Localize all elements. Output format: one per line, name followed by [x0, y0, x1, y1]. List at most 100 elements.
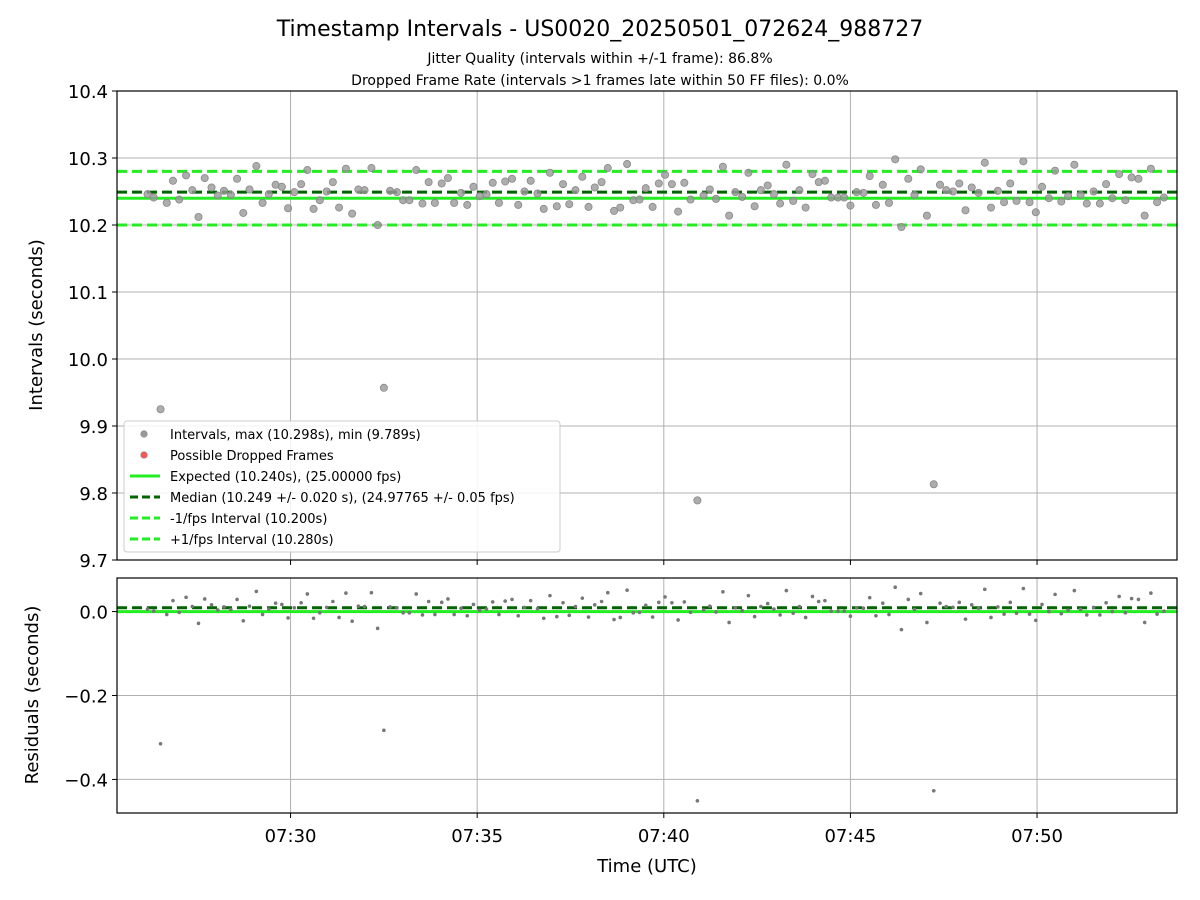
bottom-y-axis-label: Residuals (seconds): [22, 606, 43, 785]
residual-point: [695, 799, 700, 803]
interval-point: [942, 186, 951, 195]
residual-point: [586, 615, 591, 619]
residual-point: [344, 591, 348, 595]
interval-point: [559, 180, 568, 189]
residual-point: [1162, 609, 1166, 613]
residual-point: [311, 616, 316, 621]
x-tick-label: 07:50: [1011, 826, 1063, 847]
interval-point: [731, 188, 740, 197]
legend-label: -1/fps Interval (10.200s): [170, 512, 327, 527]
residual-point: [299, 600, 303, 605]
residual-point: [369, 590, 374, 595]
residual-point: [918, 591, 923, 596]
residual-point: [190, 604, 195, 609]
interval-point: [373, 220, 382, 229]
residual-point: [727, 620, 731, 625]
residual-point: [951, 605, 955, 610]
residual-point: [305, 592, 310, 596]
x-tick-label: 07:40: [638, 826, 690, 847]
interval-point: [392, 188, 401, 197]
interval-point: [884, 198, 893, 207]
residual-point: [759, 604, 763, 609]
interval-point: [865, 172, 874, 181]
residual-point: [567, 613, 572, 618]
interval-point: [443, 174, 452, 183]
residual-point: [643, 603, 648, 608]
interval-point: [508, 174, 517, 183]
x-tick-label: 07:35: [451, 826, 503, 847]
interval-point: [386, 186, 395, 195]
residual-point: [969, 603, 974, 607]
residual-point: [426, 599, 431, 604]
interval-point: [1064, 192, 1073, 201]
interval-point: [488, 178, 497, 187]
interval-point: [1076, 190, 1085, 199]
residual-point: [1110, 609, 1115, 614]
residual-point: [887, 612, 891, 617]
residual-point: [382, 728, 386, 733]
interval-point: [922, 211, 931, 220]
top-y-axis-label: Intervals (seconds): [26, 239, 47, 411]
residual-point: [663, 595, 667, 599]
interval-point: [1127, 173, 1136, 182]
residual-point: [465, 613, 470, 618]
residual-point: [196, 621, 201, 626]
residual-point: [145, 607, 150, 611]
interval-point: [1012, 196, 1021, 205]
interval-point: [545, 168, 554, 177]
residual-point: [1059, 611, 1064, 616]
residual-point: [676, 618, 680, 622]
interval-point: [1134, 174, 1143, 183]
residual-point: [573, 604, 578, 609]
interval-point: [852, 188, 861, 197]
residual-point: [874, 613, 878, 618]
residual-point: [803, 615, 808, 620]
legend-label: +1/fps Interval (10.280s): [170, 533, 334, 548]
residual-point: [880, 601, 885, 605]
interval-point: [1146, 164, 1155, 173]
interval-point: [763, 181, 772, 190]
interval-point: [303, 166, 312, 175]
residual-point: [209, 603, 214, 607]
residual-point: [612, 617, 616, 622]
interval-point: [182, 171, 191, 180]
residual-point: [721, 590, 725, 594]
interval-point: [252, 162, 261, 171]
residual-point: [1129, 596, 1134, 601]
residual-point: [247, 604, 252, 608]
residual-point: [1002, 612, 1006, 616]
residual-point: [292, 605, 297, 610]
residual-point: [740, 608, 744, 613]
legend-marker: [140, 430, 148, 438]
residual-point: [1072, 588, 1077, 593]
interval-point: [769, 190, 778, 199]
residual-point: [1136, 597, 1141, 602]
interval-point: [175, 195, 184, 204]
interval-point: [1025, 198, 1034, 207]
interval-point: [463, 200, 472, 209]
interval-point: [200, 174, 209, 183]
interval-point: [405, 196, 414, 205]
residual-point: [541, 616, 546, 621]
interval-point: [341, 164, 350, 173]
interval-point: [219, 186, 228, 195]
residual-point: [772, 607, 776, 611]
legend-label: Expected (10.240s), (25.00000 fps): [170, 470, 401, 485]
chart-subtitle-dropped: Dropped Frame Rate (intervals >1 frames …: [351, 73, 849, 89]
interval-point: [910, 190, 919, 199]
residual-point: [1142, 620, 1147, 625]
bottom-y-tick-label: −0.2: [64, 687, 108, 708]
residual-point: [861, 606, 866, 611]
residual-point: [1066, 608, 1070, 613]
residual-point: [1078, 607, 1083, 612]
legend-label: Intervals, max (10.298s), min (9.789s): [170, 428, 421, 443]
interval-point: [648, 202, 657, 211]
residual-point: [439, 600, 444, 605]
residual-point: [1085, 613, 1089, 617]
interval-point: [258, 198, 267, 207]
interval-point: [590, 183, 599, 192]
bottom-y-tick-label: 0.0: [79, 603, 108, 624]
top-y-tick-label: 10.1: [68, 283, 108, 304]
residual-point: [331, 599, 335, 604]
residual-point: [829, 609, 833, 613]
